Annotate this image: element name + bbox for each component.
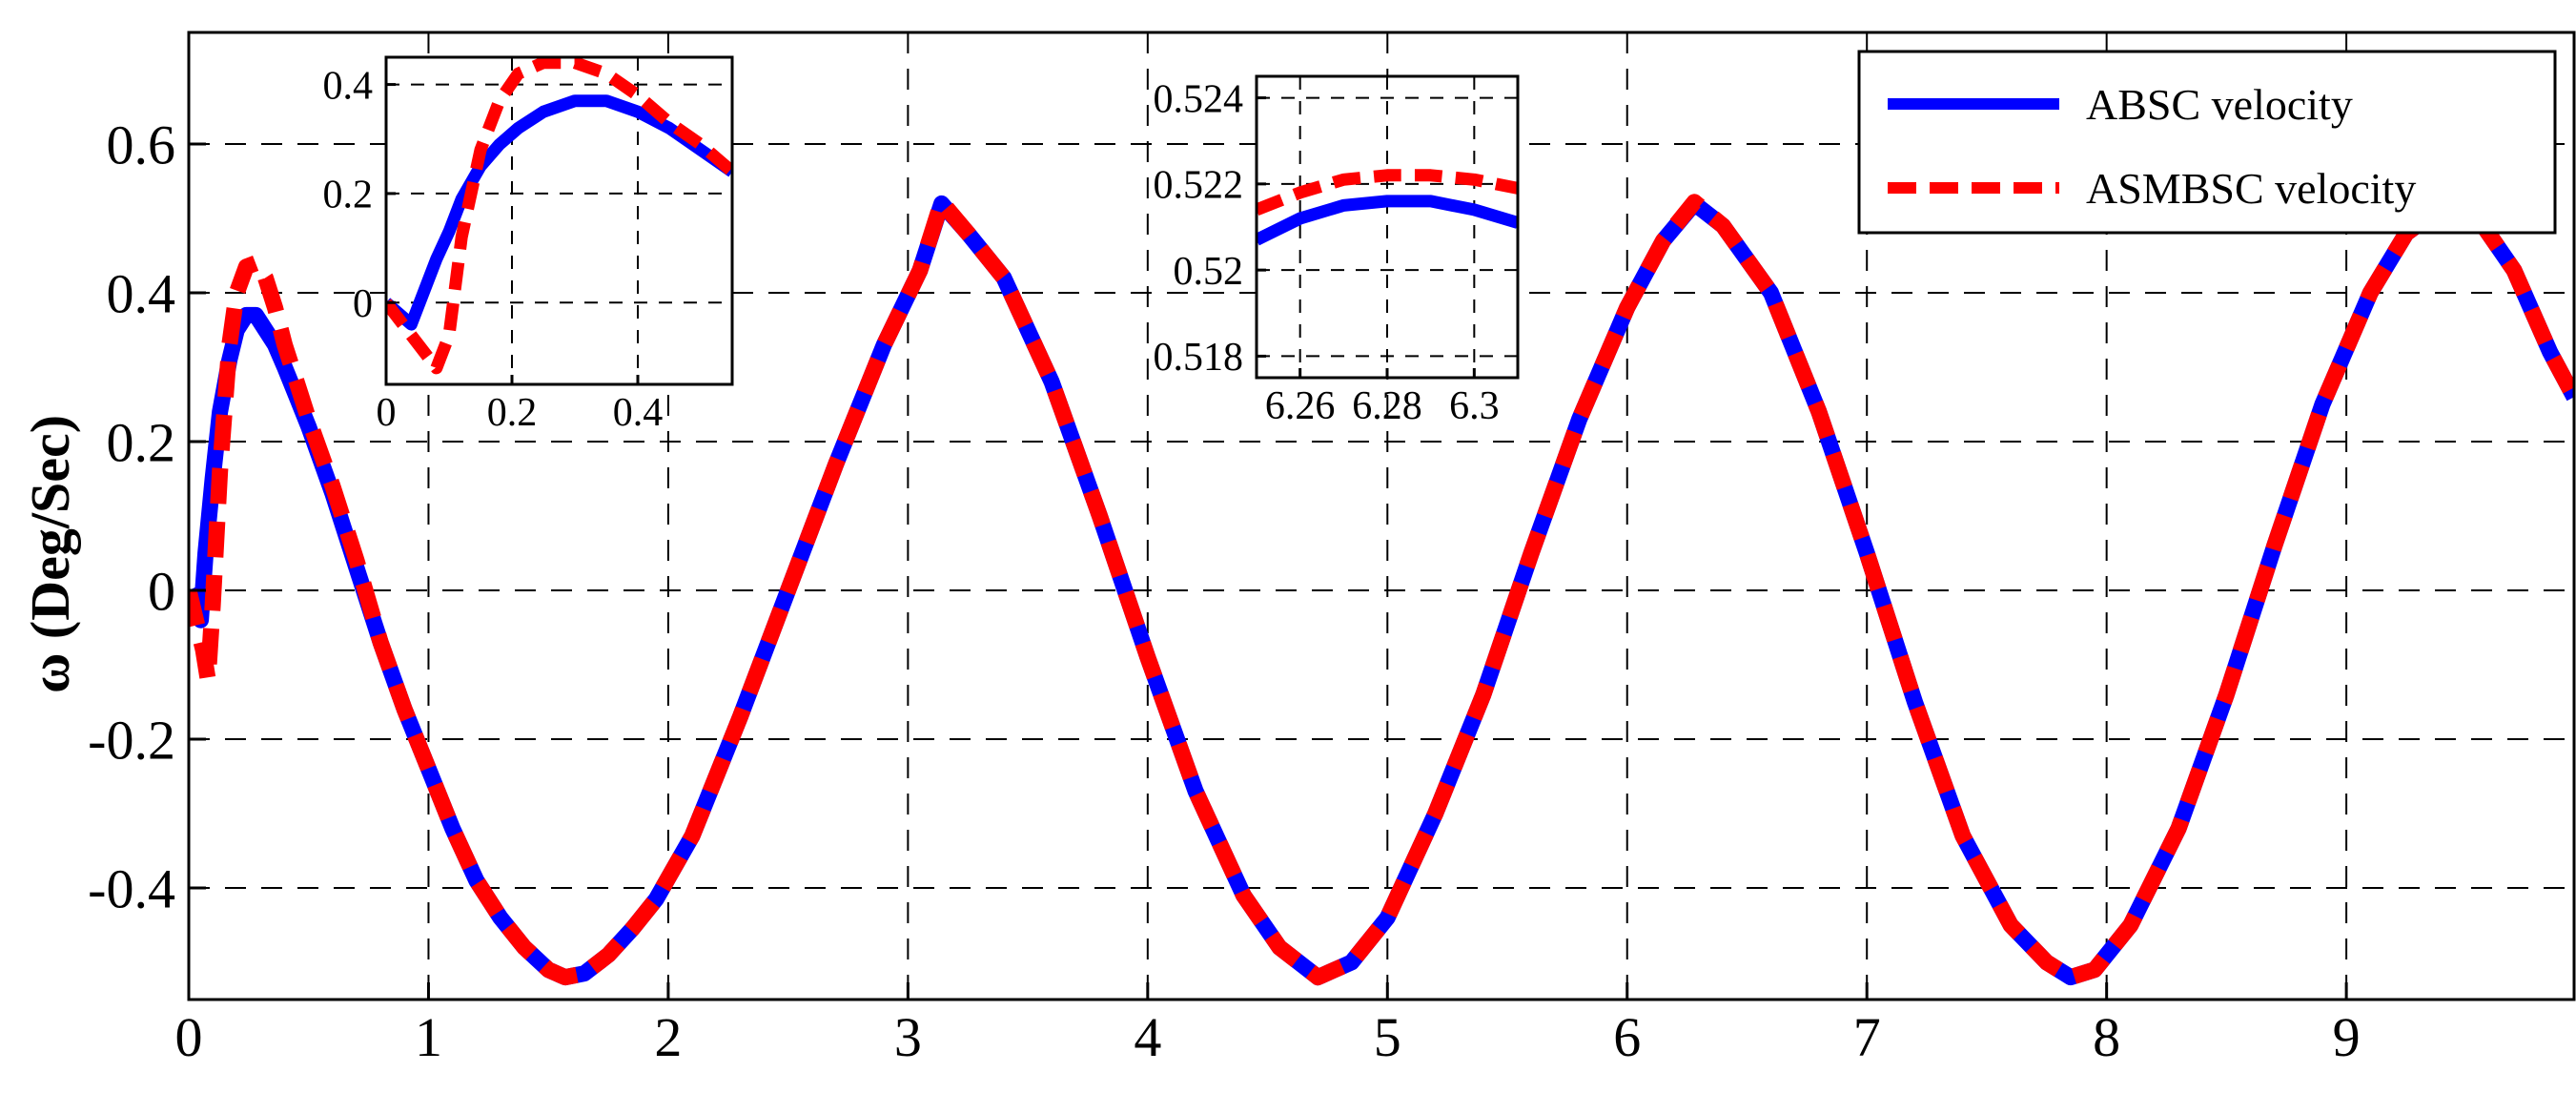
x-tick-label: 0	[175, 1006, 203, 1068]
series-line-absc	[1257, 195, 1518, 246]
y-tick-label: 0	[353, 282, 373, 326]
x-tick-label: 0.4	[613, 391, 664, 435]
x-tick-label: 0	[377, 391, 397, 435]
y-tick-label: 0.524	[1154, 77, 1244, 121]
series-group	[386, 57, 732, 375]
legend-entry: ASMBSC velocity	[2086, 164, 2416, 213]
x-tick-label: 0.2	[487, 391, 538, 435]
y-tick-label: 0.2	[323, 174, 374, 217]
x-tick-label: 6.26	[1265, 384, 1336, 428]
x-tick-label: 7	[1853, 1006, 1881, 1068]
y-tick-label: 0.522	[1154, 164, 1244, 208]
series-line-absc	[386, 94, 732, 331]
series-group	[1257, 169, 1518, 246]
plot-inset-right: 6.26 6.28 6.3 0.518 0.52 0.522 0.524	[1154, 74, 1520, 428]
series-line-asmbsc	[386, 57, 732, 375]
x-tick-label: 6.28	[1352, 384, 1422, 428]
y-tick-label: 0.4	[323, 64, 374, 108]
y-axis-label: ω (Deg/Sec)	[19, 415, 81, 693]
x-tick-label: 6.3	[1449, 384, 1500, 428]
series-line-asmbsc	[1257, 169, 1518, 216]
x-tick-label: 9	[2333, 1006, 2361, 1068]
series-line-asmbsc	[189, 194, 2574, 986]
y-tick-label: 0.6	[107, 113, 176, 175]
y-tick-label: 0.52	[1174, 250, 1244, 294]
y-tick-label: -0.2	[88, 709, 175, 771]
x-tick-label: 8	[2093, 1006, 2120, 1068]
y-tick-label: -0.4	[88, 857, 175, 919]
x-tick-label: 6	[1613, 1006, 1641, 1068]
x-tick-label: 4	[1134, 1006, 1161, 1068]
plot-frame	[384, 55, 734, 386]
x-tick-label: 5	[1374, 1006, 1401, 1068]
series-group	[189, 194, 2574, 986]
legend-entry: ABSC velocity	[2086, 80, 2353, 129]
y-tick-label: 0	[148, 560, 175, 622]
plot-frame	[187, 31, 2576, 1001]
y-tick-label: 0.4	[107, 262, 176, 324]
x-tick-label: 1	[415, 1006, 442, 1068]
x-tick-label: 2	[654, 1006, 682, 1068]
legend-box	[1857, 50, 2557, 235]
legend: ABSC velocity ASMBSC velocity	[1857, 50, 2557, 235]
y-tick-label: 0.518	[1154, 336, 1244, 380]
y-tick-label: 0.2	[107, 411, 176, 473]
x-tick-label: 3	[894, 1006, 922, 1068]
plot-inset-left: 0 0.2 0.4 0 0.2 0.4	[323, 55, 734, 435]
